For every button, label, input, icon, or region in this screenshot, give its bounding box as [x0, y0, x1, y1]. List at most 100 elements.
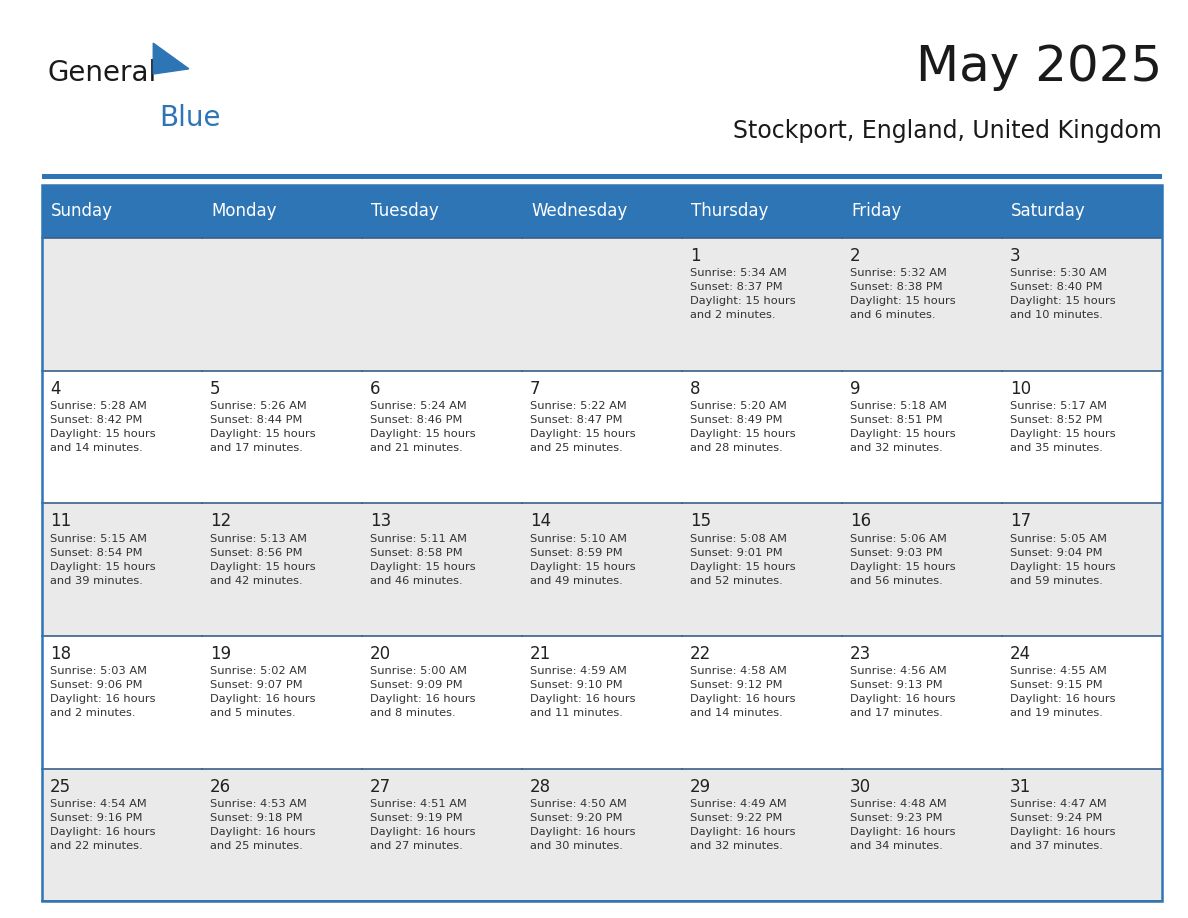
- Bar: [842, 185, 1001, 238]
- Bar: [1001, 768, 1162, 901]
- Text: Tuesday: Tuesday: [371, 202, 438, 220]
- Bar: [42, 503, 202, 636]
- Text: 19: 19: [210, 645, 230, 663]
- Bar: [842, 503, 1001, 636]
- Bar: [42, 174, 1162, 179]
- Text: Sunrise: 4:49 AM
Sunset: 9:22 PM
Daylight: 16 hours
and 32 minutes.: Sunrise: 4:49 AM Sunset: 9:22 PM Dayligh…: [690, 799, 796, 851]
- Text: 3: 3: [1010, 247, 1020, 265]
- Bar: [1001, 185, 1162, 238]
- Text: Sunrise: 5:02 AM
Sunset: 9:07 PM
Daylight: 16 hours
and 5 minutes.: Sunrise: 5:02 AM Sunset: 9:07 PM Dayligh…: [210, 666, 316, 718]
- Bar: [522, 768, 682, 901]
- Text: Sunrise: 5:24 AM
Sunset: 8:46 PM
Daylight: 15 hours
and 21 minutes.: Sunrise: 5:24 AM Sunset: 8:46 PM Dayligh…: [369, 401, 475, 453]
- Text: 7: 7: [530, 380, 541, 397]
- Text: Sunrise: 5:00 AM
Sunset: 9:09 PM
Daylight: 16 hours
and 8 minutes.: Sunrise: 5:00 AM Sunset: 9:09 PM Dayligh…: [369, 666, 475, 718]
- Text: Sunrise: 5:10 AM
Sunset: 8:59 PM
Daylight: 15 hours
and 49 minutes.: Sunrise: 5:10 AM Sunset: 8:59 PM Dayligh…: [530, 533, 636, 586]
- Text: 31: 31: [1010, 778, 1031, 796]
- Text: Sunrise: 4:56 AM
Sunset: 9:13 PM
Daylight: 16 hours
and 17 minutes.: Sunrise: 4:56 AM Sunset: 9:13 PM Dayligh…: [851, 666, 955, 718]
- Bar: [682, 371, 842, 503]
- Text: 8: 8: [690, 380, 701, 397]
- Text: Sunrise: 4:53 AM
Sunset: 9:18 PM
Daylight: 16 hours
and 25 minutes.: Sunrise: 4:53 AM Sunset: 9:18 PM Dayligh…: [210, 799, 316, 851]
- Text: Sunrise: 4:55 AM
Sunset: 9:15 PM
Daylight: 16 hours
and 19 minutes.: Sunrise: 4:55 AM Sunset: 9:15 PM Dayligh…: [1010, 666, 1116, 718]
- Text: Sunrise: 5:20 AM
Sunset: 8:49 PM
Daylight: 15 hours
and 28 minutes.: Sunrise: 5:20 AM Sunset: 8:49 PM Dayligh…: [690, 401, 796, 453]
- Text: 21: 21: [530, 645, 551, 663]
- Bar: [361, 636, 522, 768]
- Text: Sunrise: 4:50 AM
Sunset: 9:20 PM
Daylight: 16 hours
and 30 minutes.: Sunrise: 4:50 AM Sunset: 9:20 PM Dayligh…: [530, 799, 636, 851]
- Text: Sunday: Sunday: [51, 202, 113, 220]
- Text: Sunrise: 5:15 AM
Sunset: 8:54 PM
Daylight: 15 hours
and 39 minutes.: Sunrise: 5:15 AM Sunset: 8:54 PM Dayligh…: [50, 533, 156, 586]
- Text: 14: 14: [530, 512, 551, 531]
- Text: 24: 24: [1010, 645, 1031, 663]
- Text: 30: 30: [851, 778, 871, 796]
- Bar: [361, 185, 522, 238]
- Bar: [842, 636, 1001, 768]
- Text: Sunrise: 5:06 AM
Sunset: 9:03 PM
Daylight: 15 hours
and 56 minutes.: Sunrise: 5:06 AM Sunset: 9:03 PM Dayligh…: [851, 533, 955, 586]
- Bar: [842, 371, 1001, 503]
- Bar: [522, 185, 682, 238]
- Text: Wednesday: Wednesday: [531, 202, 627, 220]
- Bar: [202, 185, 361, 238]
- Text: Sunrise: 4:54 AM
Sunset: 9:16 PM
Daylight: 16 hours
and 22 minutes.: Sunrise: 4:54 AM Sunset: 9:16 PM Dayligh…: [50, 799, 156, 851]
- Bar: [522, 238, 682, 371]
- Bar: [42, 238, 202, 371]
- Bar: [202, 238, 361, 371]
- Text: 20: 20: [369, 645, 391, 663]
- Text: 4: 4: [50, 380, 61, 397]
- Text: Friday: Friday: [852, 202, 902, 220]
- Bar: [682, 238, 842, 371]
- Bar: [682, 503, 842, 636]
- Text: 6: 6: [369, 380, 380, 397]
- Bar: [42, 185, 202, 238]
- Bar: [1001, 636, 1162, 768]
- Bar: [42, 768, 202, 901]
- Bar: [522, 503, 682, 636]
- Text: Saturday: Saturday: [1011, 202, 1086, 220]
- Bar: [1001, 503, 1162, 636]
- Text: 15: 15: [690, 512, 712, 531]
- Bar: [682, 768, 842, 901]
- Text: Sunrise: 5:17 AM
Sunset: 8:52 PM
Daylight: 15 hours
and 35 minutes.: Sunrise: 5:17 AM Sunset: 8:52 PM Dayligh…: [1010, 401, 1116, 453]
- Text: 12: 12: [210, 512, 232, 531]
- Text: Blue: Blue: [159, 104, 221, 131]
- Bar: [1001, 238, 1162, 371]
- Bar: [361, 503, 522, 636]
- Bar: [522, 371, 682, 503]
- Text: Sunrise: 5:26 AM
Sunset: 8:44 PM
Daylight: 15 hours
and 17 minutes.: Sunrise: 5:26 AM Sunset: 8:44 PM Dayligh…: [210, 401, 316, 453]
- Text: 22: 22: [690, 645, 712, 663]
- Bar: [361, 768, 522, 901]
- Text: 27: 27: [369, 778, 391, 796]
- Text: Sunrise: 5:22 AM
Sunset: 8:47 PM
Daylight: 15 hours
and 25 minutes.: Sunrise: 5:22 AM Sunset: 8:47 PM Dayligh…: [530, 401, 636, 453]
- Bar: [361, 371, 522, 503]
- Bar: [42, 636, 202, 768]
- Text: Sunrise: 5:18 AM
Sunset: 8:51 PM
Daylight: 15 hours
and 32 minutes.: Sunrise: 5:18 AM Sunset: 8:51 PM Dayligh…: [851, 401, 955, 453]
- Text: 29: 29: [690, 778, 712, 796]
- Text: Sunrise: 4:51 AM
Sunset: 9:19 PM
Daylight: 16 hours
and 27 minutes.: Sunrise: 4:51 AM Sunset: 9:19 PM Dayligh…: [369, 799, 475, 851]
- Bar: [42, 371, 202, 503]
- Text: Sunrise: 5:34 AM
Sunset: 8:37 PM
Daylight: 15 hours
and 2 minutes.: Sunrise: 5:34 AM Sunset: 8:37 PM Dayligh…: [690, 268, 796, 320]
- Text: 18: 18: [50, 645, 71, 663]
- Text: 10: 10: [1010, 380, 1031, 397]
- Text: Sunrise: 5:13 AM
Sunset: 8:56 PM
Daylight: 15 hours
and 42 minutes.: Sunrise: 5:13 AM Sunset: 8:56 PM Dayligh…: [210, 533, 316, 586]
- Polygon shape: [153, 43, 189, 74]
- Text: Sunrise: 4:58 AM
Sunset: 9:12 PM
Daylight: 16 hours
and 14 minutes.: Sunrise: 4:58 AM Sunset: 9:12 PM Dayligh…: [690, 666, 796, 718]
- Text: Sunrise: 5:28 AM
Sunset: 8:42 PM
Daylight: 15 hours
and 14 minutes.: Sunrise: 5:28 AM Sunset: 8:42 PM Dayligh…: [50, 401, 156, 453]
- Text: Sunrise: 4:48 AM
Sunset: 9:23 PM
Daylight: 16 hours
and 34 minutes.: Sunrise: 4:48 AM Sunset: 9:23 PM Dayligh…: [851, 799, 955, 851]
- Bar: [682, 636, 842, 768]
- Text: 11: 11: [50, 512, 71, 531]
- Text: 26: 26: [210, 778, 230, 796]
- Text: 17: 17: [1010, 512, 1031, 531]
- Bar: [361, 238, 522, 371]
- Text: 23: 23: [851, 645, 871, 663]
- Bar: [682, 185, 842, 238]
- Text: Sunrise: 5:08 AM
Sunset: 9:01 PM
Daylight: 15 hours
and 52 minutes.: Sunrise: 5:08 AM Sunset: 9:01 PM Dayligh…: [690, 533, 796, 586]
- Bar: [842, 238, 1001, 371]
- Bar: [1001, 371, 1162, 503]
- Text: Sunrise: 4:47 AM
Sunset: 9:24 PM
Daylight: 16 hours
and 37 minutes.: Sunrise: 4:47 AM Sunset: 9:24 PM Dayligh…: [1010, 799, 1116, 851]
- Text: Sunrise: 5:30 AM
Sunset: 8:40 PM
Daylight: 15 hours
and 10 minutes.: Sunrise: 5:30 AM Sunset: 8:40 PM Dayligh…: [1010, 268, 1116, 320]
- Text: 5: 5: [210, 380, 221, 397]
- Bar: [202, 768, 361, 901]
- Bar: [202, 371, 361, 503]
- Text: General: General: [48, 60, 157, 87]
- Text: 9: 9: [851, 380, 860, 397]
- Bar: [522, 636, 682, 768]
- Text: Sunrise: 4:59 AM
Sunset: 9:10 PM
Daylight: 16 hours
and 11 minutes.: Sunrise: 4:59 AM Sunset: 9:10 PM Dayligh…: [530, 666, 636, 718]
